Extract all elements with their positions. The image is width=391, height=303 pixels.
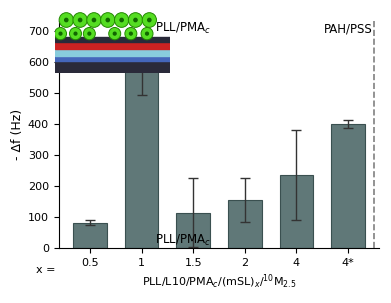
Bar xyxy=(55,42,170,49)
X-axis label: PLL/L10/PMA$_c$/(mSL)$_x$/$^{10}$M$_{2.5}$: PLL/L10/PMA$_c$/(mSL)$_x$/$^{10}$M$_{2.5… xyxy=(142,272,296,291)
Circle shape xyxy=(88,32,91,35)
Bar xyxy=(125,67,158,248)
Circle shape xyxy=(134,18,137,22)
Circle shape xyxy=(125,28,137,40)
Circle shape xyxy=(100,13,115,27)
Circle shape xyxy=(109,28,121,40)
Circle shape xyxy=(129,32,132,35)
Circle shape xyxy=(141,28,153,40)
Bar xyxy=(228,200,262,248)
Bar xyxy=(55,37,170,42)
Text: PAH/PSS: PAH/PSS xyxy=(324,23,372,36)
Bar xyxy=(176,213,210,248)
Circle shape xyxy=(74,32,77,35)
Bar xyxy=(280,175,313,248)
Text: x =: x = xyxy=(36,265,55,275)
Circle shape xyxy=(59,13,74,27)
Circle shape xyxy=(120,18,123,22)
Circle shape xyxy=(70,28,81,40)
Circle shape xyxy=(148,18,151,22)
Bar xyxy=(55,49,170,55)
Y-axis label: - Δf (Hz): - Δf (Hz) xyxy=(11,109,23,160)
Circle shape xyxy=(54,28,66,40)
Circle shape xyxy=(83,28,95,40)
Bar xyxy=(331,124,365,248)
Circle shape xyxy=(92,18,95,22)
Bar xyxy=(73,223,107,248)
Circle shape xyxy=(142,13,156,27)
Bar xyxy=(55,61,170,73)
Circle shape xyxy=(87,13,101,27)
Text: PLL/PMA$_c$: PLL/PMA$_c$ xyxy=(155,233,211,248)
Bar xyxy=(55,55,170,61)
Circle shape xyxy=(73,13,87,27)
Circle shape xyxy=(128,13,143,27)
Circle shape xyxy=(65,18,68,22)
Circle shape xyxy=(59,32,62,35)
Circle shape xyxy=(79,18,82,22)
Circle shape xyxy=(145,32,149,35)
Circle shape xyxy=(115,13,129,27)
Text: PLL/PMA$_c$: PLL/PMA$_c$ xyxy=(155,21,211,36)
Circle shape xyxy=(113,32,116,35)
Circle shape xyxy=(106,18,109,22)
